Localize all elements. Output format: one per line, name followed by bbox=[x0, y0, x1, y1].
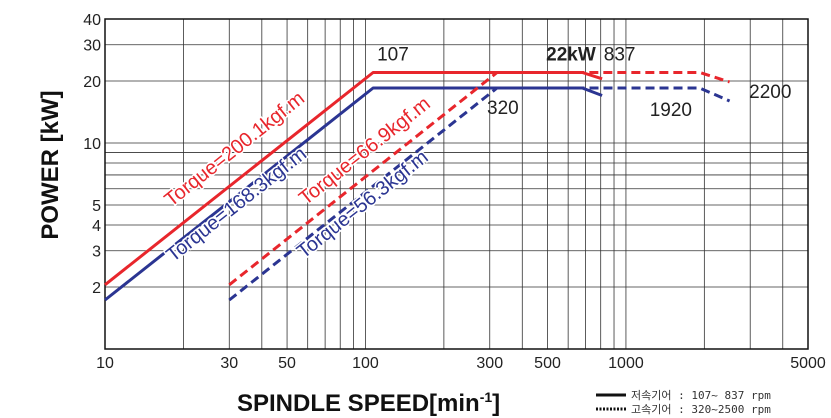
annotation-label: 837 bbox=[604, 44, 636, 65]
x-tick-label: 10 bbox=[96, 355, 114, 372]
x-tick-label: 30 bbox=[220, 355, 238, 372]
y-tick-labels: 2 3 4 5 10 20 30 40 bbox=[83, 12, 101, 297]
y-axis-title: POWER [kW] bbox=[37, 90, 64, 239]
annotation-label: 1920 bbox=[650, 100, 692, 121]
x-axis-title: SPINDLE SPEED[min-1] bbox=[237, 389, 500, 417]
x-tick-label: 300 bbox=[476, 355, 503, 372]
x-tick-label: 500 bbox=[534, 355, 561, 372]
y-tick-label: 30 bbox=[83, 38, 101, 55]
series-line bbox=[228, 86, 731, 302]
annotation-label: 2200 bbox=[749, 82, 791, 103]
x-tick-label: 100 bbox=[352, 355, 379, 372]
x-tick-label: 50 bbox=[278, 355, 296, 372]
x-axis-title-main: SPINDLE SPEED[min bbox=[237, 390, 480, 417]
x-tick-label: 1000 bbox=[608, 355, 644, 372]
annotation-label: 320 bbox=[487, 98, 519, 119]
x-axis-title-close: ] bbox=[492, 390, 500, 417]
x-tick-labels: 10 30 50 100 300 500 1000 5000 bbox=[96, 355, 826, 372]
y-tick-label: 5 bbox=[92, 198, 101, 215]
legend-low-gear: 저속기어 : 107~ 837 rpm bbox=[631, 389, 771, 402]
annotations: 107 22kW 837 320 1920 2200 bbox=[377, 44, 791, 121]
series-line bbox=[104, 71, 603, 286]
y-tick-label: 20 bbox=[83, 74, 101, 91]
annotation-label: 22kW bbox=[546, 44, 596, 65]
plot-frame bbox=[104, 18, 809, 350]
series-line bbox=[228, 71, 731, 286]
x-tick-label: 5000 bbox=[790, 355, 826, 372]
legend: 저속기어 : 107~ 837 rpm 고속기어 : 320~2500 rpm bbox=[596, 389, 771, 416]
annotation-label: 107 bbox=[377, 44, 409, 65]
y-tick-label: 40 bbox=[83, 12, 101, 29]
y-tick-label: 3 bbox=[92, 244, 101, 261]
y-tick-label: 10 bbox=[83, 136, 101, 153]
legend-high-gear: 고속기어 : 320~2500 rpm bbox=[631, 403, 771, 416]
y-tick-label: 2 bbox=[92, 280, 101, 297]
y-tick-label: 4 bbox=[92, 218, 101, 235]
x-axis-title-sup: -1 bbox=[480, 389, 493, 405]
series-lines bbox=[104, 71, 731, 302]
